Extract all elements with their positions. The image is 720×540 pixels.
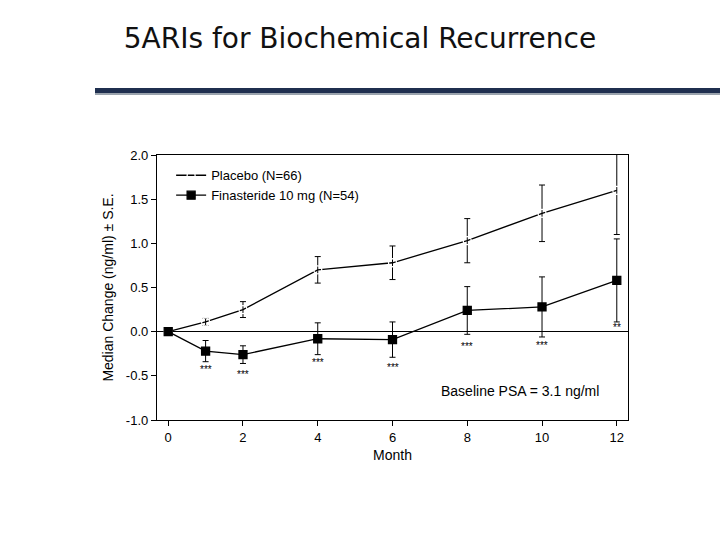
svg-text:Month: Month [373,447,412,463]
svg-text:1.5: 1.5 [130,192,148,207]
svg-text:Baseline PSA = 3.1 ng/ml: Baseline PSA = 3.1 ng/ml [441,383,599,399]
svg-text:Finasteride 10 mg (N=54): Finasteride 10 mg (N=54) [211,188,359,203]
svg-text:***: *** [536,340,548,351]
svg-text:8: 8 [464,430,471,445]
svg-text:0.5: 0.5 [130,280,148,295]
svg-text:0.0: 0.0 [130,324,148,339]
svg-text:***: *** [387,362,399,373]
svg-text:***: *** [312,357,324,368]
svg-text:0: 0 [165,430,172,445]
svg-text:Median Change (ng/ml) ± S.E.: Median Change (ng/ml) ± S.E. [100,193,116,381]
svg-text:12: 12 [610,430,624,445]
svg-text:***: *** [200,364,212,375]
svg-text:6: 6 [389,430,396,445]
svg-text:2.0: 2.0 [130,148,148,163]
svg-text:***: *** [461,341,473,352]
svg-text:-1.0: -1.0 [126,413,148,428]
html-text:5ARIs for Biochemical Recurren: 5ARIs for Biochemical Recurrence [123,22,597,55]
svg-text:1.0: 1.0 [130,236,148,251]
svg-text:Placebo (N=66): Placebo (N=66) [211,168,302,183]
svg-text:-0.5: -0.5 [126,368,148,383]
svg-text:***: *** [237,369,249,380]
svg-text:10: 10 [535,430,549,445]
svg-text:4: 4 [314,430,321,445]
svg-text:2: 2 [239,430,246,445]
svg-text:**: ** [613,322,621,333]
